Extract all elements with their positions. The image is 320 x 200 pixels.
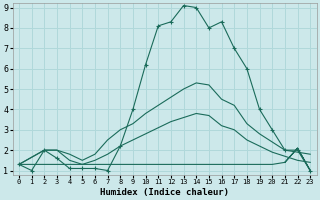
X-axis label: Humidex (Indice chaleur): Humidex (Indice chaleur) bbox=[100, 188, 229, 197]
